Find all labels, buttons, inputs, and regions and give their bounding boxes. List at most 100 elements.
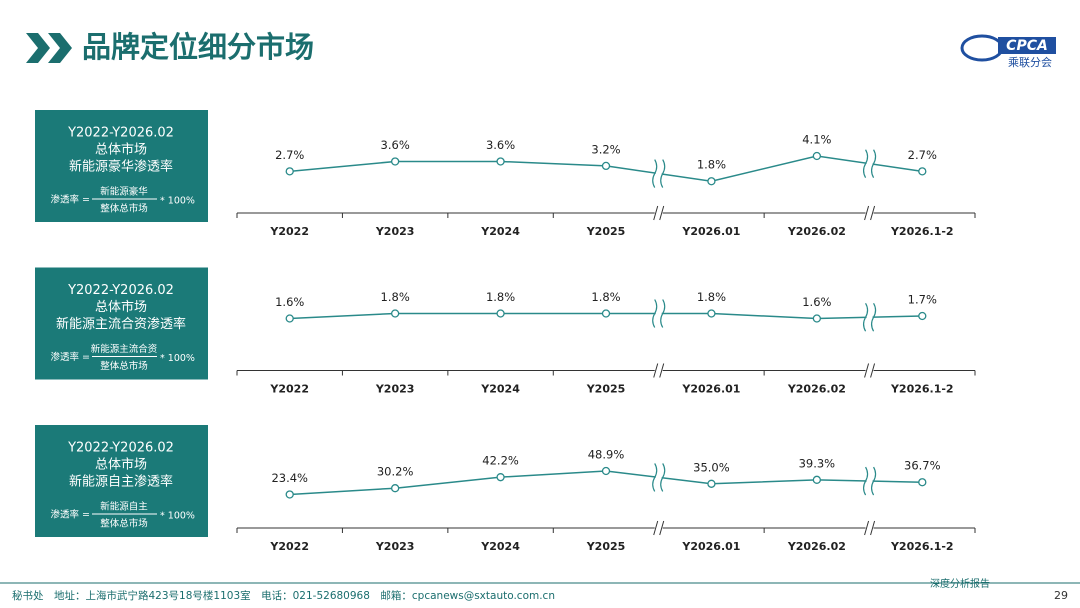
x-tick-label: Y2026.1-2 [890,383,954,396]
point [601,161,611,171]
data-label: 2.7% [908,148,937,162]
break-mark [864,520,876,536]
chevron [48,33,72,63]
chevron [26,33,50,63]
data-label: 1.8% [591,290,620,304]
break-mark [652,159,666,188]
data-label: 1.6% [802,295,831,309]
formula-multiplier: * 100% [160,353,195,364]
break-gap [866,471,873,492]
data-label: 1.7% [908,293,937,307]
formula-label: 渗透率 = [51,509,90,521]
x-tick-label: Y2026.02 [787,383,846,396]
break-mark [653,363,665,378]
x-tick-label: Y2023 [375,383,415,396]
break-mark [652,463,666,492]
box-metric: 新能源自主渗透率 [69,474,173,490]
break-mark [653,205,665,221]
data-label: 48.9% [588,448,625,462]
break-mark [864,205,876,221]
point [707,479,716,488]
x-tick-label: Y2025 [586,540,626,553]
point [496,473,505,482]
break-gap [866,307,873,328]
data-label: 1.8% [381,290,410,304]
break-mark [862,302,877,332]
formula-numerator: 新能源自主 [100,501,148,513]
box-period: Y2022-Y2026.02 [67,126,174,141]
box-metric: 新能源豪华渗透率 [69,159,173,175]
point [390,309,400,318]
data-label: 36.7% [904,459,941,473]
x-tick-label: Y2026.02 [787,540,846,553]
point [285,314,294,323]
x-tick-label: Y2025 [586,225,626,238]
data-label: 1.8% [697,158,726,172]
slide-title: 品牌定位细分市场 [82,30,314,64]
formula-multiplier: * 100% [160,196,195,207]
box-scope: 总体市场 [95,457,147,473]
formula-denominator: 整体总市场 [100,360,148,372]
break-gap [865,205,874,221]
break-gap [654,205,663,221]
point [285,490,294,499]
box-period: Y2022-Y2026.02 [67,441,174,456]
break-mark [864,363,876,378]
info-box [35,267,208,380]
x-tick-label: Y2022 [269,540,309,553]
data-label: 4.1% [802,133,831,147]
x-tick-label: Y2024 [480,383,520,396]
footer-contact: 秘书处 地址：上海市武宁路423号18号楼1103室 电话：021-526809… [12,589,555,602]
box-period: Y2022-Y2026.02 [67,283,174,298]
formula-numerator: 新能源主流合资 [91,343,158,355]
break-mark [862,149,877,178]
x-tick-label: Y2024 [480,540,520,553]
point [601,466,611,476]
x-tick-label: Y2026.01 [681,540,740,553]
box-scope: 总体市场 [95,299,147,315]
data-label: 23.4% [271,471,308,485]
x-tick-label: Y2023 [375,540,415,553]
point [918,311,927,321]
formula-multiplier: * 100% [160,511,195,522]
x-tick-label: Y2026.01 [681,383,740,396]
formula-denominator: 整体总市场 [100,518,148,530]
data-label: 1.6% [275,295,304,309]
data-label: 3.6% [486,138,515,152]
box-metric: 新能源主流合资渗透率 [56,316,186,332]
point [812,151,822,161]
break-mark [653,520,665,536]
break-gap [866,153,873,174]
point [918,167,927,176]
x-tick-label: Y2023 [375,225,415,238]
x-tick-label: Y2026.1-2 [890,225,954,238]
x-tick-label: Y2026.1-2 [890,540,954,553]
data-label: 3.2% [591,142,620,156]
point [812,314,822,323]
info-box [35,110,208,222]
break-gap [865,362,874,379]
break-gap [655,467,662,488]
x-tick-label: Y2022 [269,225,309,238]
page-number: 29 [1054,589,1068,602]
info-box [35,425,208,537]
formula-denominator: 整体总市场 [100,203,148,215]
point [496,157,505,166]
data-label: 42.2% [482,454,519,468]
data-label: 35.0% [693,460,730,474]
logo-box [998,37,1056,54]
formula-numerator: 新能源豪华 [100,186,148,198]
x-tick-label: Y2025 [586,383,626,396]
break-gap [654,362,663,379]
logo-text: CPCA [1006,38,1048,54]
data-label: 3.6% [381,138,410,152]
break-mark [652,299,666,328]
formula-label: 渗透率 = [51,351,90,363]
break-gap [865,520,874,536]
box-scope: 总体市场 [95,142,147,158]
point [390,484,400,493]
data-label: 30.2% [377,465,414,479]
data-label: 39.3% [799,456,836,470]
x-tick-label: Y2026.02 [787,225,846,238]
logo-sub: 乘联分会 [1008,56,1052,69]
